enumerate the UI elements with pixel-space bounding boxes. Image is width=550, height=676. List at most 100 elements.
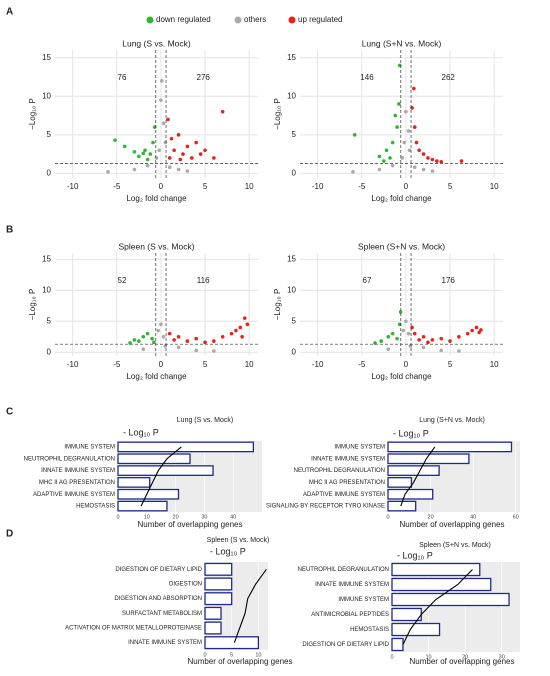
point (185, 169, 190, 173)
category-label: ADAPTIVE IMMUNE SYSTEM (303, 492, 385, 498)
bar (204, 577, 233, 591)
bar (204, 621, 222, 635)
point (152, 340, 156, 345)
line-label: - Log₁₀ P (123, 427, 159, 437)
point (477, 330, 481, 335)
point (430, 169, 435, 173)
y-axis-label: −Log₁₀ P (28, 98, 37, 130)
p-value-line (402, 569, 473, 645)
line-label: - Log₁₀ P (397, 550, 433, 560)
point (212, 339, 216, 343)
x-tick-label: -5 (358, 182, 366, 191)
point (448, 339, 452, 343)
point (414, 140, 419, 145)
point (386, 347, 391, 351)
x-tick-label: 20 (173, 514, 179, 520)
x-axis-label: Number of overlapping genes (400, 520, 505, 529)
point (185, 339, 190, 343)
point (176, 334, 181, 339)
point (141, 347, 146, 351)
y-tick-label: 10 (42, 285, 51, 294)
category-label: NEUTROPHIL DEGRANULATION (294, 468, 385, 474)
point (137, 154, 141, 159)
legend-label: up regulated (298, 15, 342, 24)
y-axis-label: −Log₁₀ P (273, 289, 282, 321)
chart-title: Spleen (S vs. Mock) (207, 537, 270, 544)
y-tick-label: 15 (287, 254, 296, 263)
x-tick-label: 10 (426, 654, 432, 660)
category-label: DIGESTION (169, 582, 202, 588)
plot-area (300, 253, 503, 356)
legend-label: down regulated (156, 15, 211, 24)
x-tick-label: 20 (428, 514, 434, 520)
x-tick-label: 0 (159, 182, 164, 191)
point (172, 148, 176, 153)
point (406, 331, 411, 336)
category-label: IMMUNE SYSTEM (334, 444, 385, 450)
x-tick-label: 30 (201, 514, 207, 520)
x-tick-label: -10 (67, 182, 79, 191)
y-axis-label: −Log₁₀ P (28, 289, 37, 321)
x-tick-label: -5 (358, 360, 366, 369)
bar (117, 488, 180, 500)
chart-title: Spleen (S+N vs. Mock) (358, 241, 445, 251)
category-label: ADAPTIVE IMMUNE SYSTEM (33, 492, 115, 498)
point (421, 334, 426, 339)
point (181, 152, 185, 156)
y-tick-label: 0 (47, 168, 52, 177)
point (407, 148, 412, 153)
x-tick-label: 0 (159, 360, 164, 369)
x-tick-label: -5 (113, 360, 121, 369)
point (395, 125, 399, 129)
chart-title: Lung (S vs. Mock) (177, 417, 233, 424)
point (386, 334, 391, 339)
count-label: 52 (118, 276, 127, 285)
point (245, 322, 250, 327)
point (198, 152, 203, 156)
point (159, 79, 164, 83)
point (240, 334, 244, 339)
point (203, 340, 207, 345)
point (150, 336, 154, 341)
plot-area (388, 441, 520, 512)
x-tick-label: 5 (448, 360, 453, 369)
category-label: INNATE IMMUNE SYSTEM (41, 468, 115, 474)
point (412, 331, 417, 336)
bar (391, 592, 510, 607)
x-tick-label: 10 (245, 182, 254, 191)
y-tick-label: 15 (42, 53, 51, 62)
category-label: MHC II AG PRESENTATION (309, 480, 385, 486)
point (397, 102, 401, 106)
chart-title: Lung (S vs. Mock) (122, 38, 191, 48)
y-tick-label: 5 (292, 316, 297, 325)
point (234, 328, 238, 333)
point (400, 156, 405, 160)
x-tick-label: 10 (245, 360, 254, 369)
point (161, 121, 166, 126)
bar (117, 500, 168, 512)
bar (387, 500, 417, 512)
category-label: SURFACTANT METABOLISM (122, 611, 202, 617)
x-tick-label: 10 (255, 652, 261, 658)
point (167, 156, 172, 160)
point (457, 349, 461, 353)
point (132, 167, 137, 172)
x-tick-label: 0 (404, 182, 409, 191)
point (430, 157, 435, 162)
point (132, 338, 137, 342)
count-label: 146 (360, 73, 374, 82)
bar (387, 453, 470, 465)
x-tick-label: 5 (448, 182, 453, 191)
point (141, 151, 146, 156)
point (212, 349, 216, 353)
p-value-line (233, 569, 267, 643)
x-tick-label: 10 (490, 360, 499, 369)
point (148, 152, 153, 156)
point (176, 167, 181, 172)
y-tick-label: 0 (292, 168, 297, 177)
point (203, 148, 207, 153)
category-label: HEMOSTASIS (350, 627, 389, 633)
y-tick-label: 5 (47, 130, 52, 139)
category-label: INNATE IMMUNE SYSTEM (128, 640, 202, 646)
